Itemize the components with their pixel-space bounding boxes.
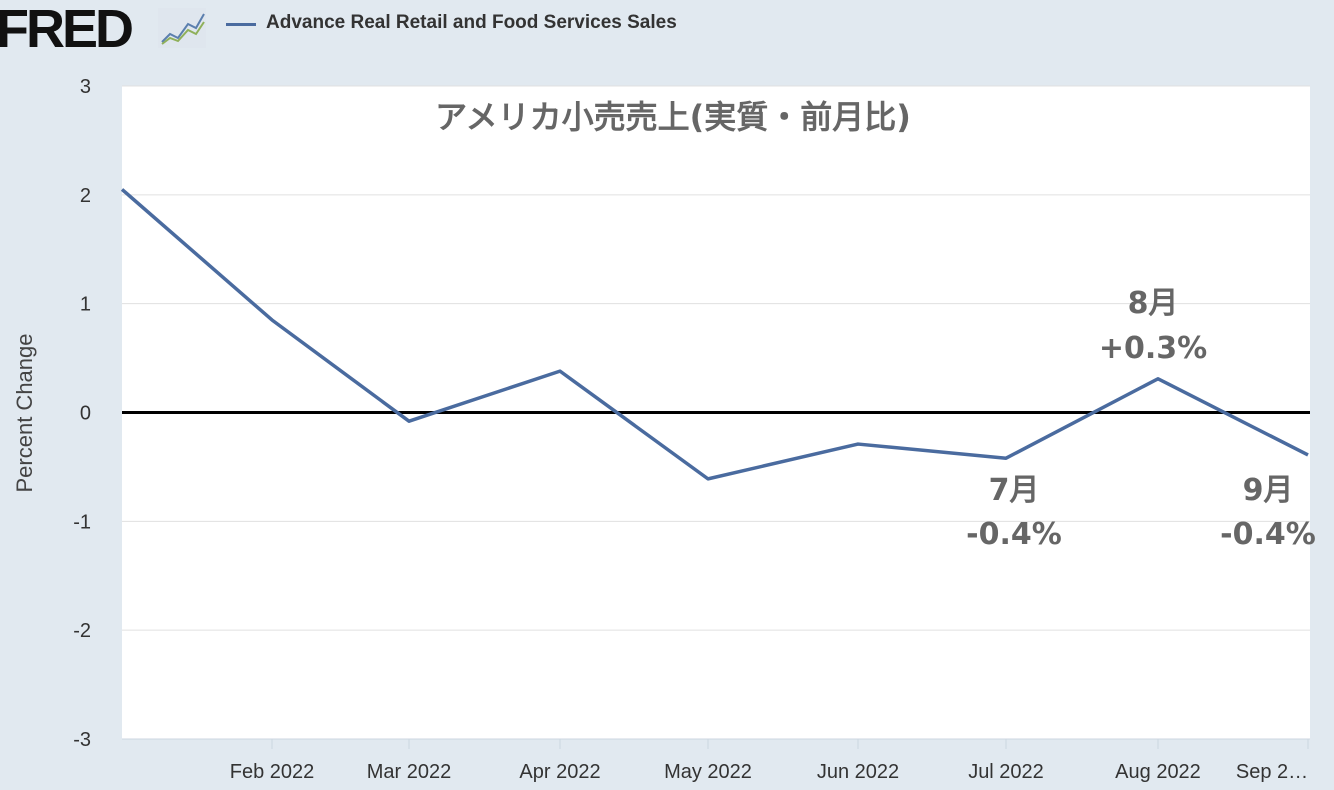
x-tick-label: Jul 2022 [968, 761, 1044, 783]
annotation-month: 8月 [1128, 286, 1179, 321]
y-tick-label: -2 [73, 620, 91, 642]
annotation-jul-2022: 7月 -0.4% [966, 473, 1062, 552]
y-tick-label: -1 [73, 511, 91, 533]
chart-header: FRED Advance Real Retail and Food Servic… [0, 0, 1334, 60]
y-axis-ticks: 3 2 1 0 -1 -2 -3 [73, 76, 91, 751]
chart-title: アメリカ小売売上(実質・前月比) [435, 98, 911, 136]
fred-logo[interactable]: FRED [0, 0, 134, 59]
y-axis-label: Percent Change [12, 334, 37, 493]
x-tick-label: Apr 2022 [519, 761, 600, 783]
x-tick-label: Jun 2022 [817, 761, 899, 783]
legend-swatch [226, 23, 256, 26]
legend-label[interactable]: Advance Real Retail and Food Services Sa… [266, 12, 677, 33]
annotation-sep-2022: 9月 -0.4% [1220, 473, 1316, 552]
series-line[interactable] [120, 188, 1309, 481]
annotation-month: 9月 [1243, 473, 1294, 508]
y-tick-label: 0 [80, 403, 91, 425]
y-tick-label: 1 [80, 294, 91, 316]
annotation-month: 7月 [989, 473, 1040, 508]
fred-graph-icon [158, 8, 206, 48]
y-tick-label: 3 [80, 76, 91, 98]
annotations: 7月 -0.4% 8月 +0.3% 9月 -0.4% [966, 286, 1316, 552]
x-tick-label: Feb 2022 [230, 761, 315, 783]
x-axis-ticks: Feb 2022 Mar 2022 Apr 2022 May 2022 Jun 2022… [122, 738, 1310, 783]
annotation-value: -0.4% [966, 517, 1062, 552]
y-tick-label: -3 [73, 729, 91, 751]
y-tick-label: 2 [80, 185, 91, 207]
annotation-value: -0.4% [1220, 517, 1316, 552]
x-tick-label: Sep 2… [1236, 761, 1308, 783]
x-tick-label: Mar 2022 [367, 761, 452, 783]
x-tick-label: Aug 2022 [1115, 761, 1201, 783]
x-tick-label: May 2022 [664, 761, 752, 783]
annotation-value: +0.3% [1099, 331, 1207, 366]
annotation-aug-2022: 8月 +0.3% [1099, 286, 1207, 366]
